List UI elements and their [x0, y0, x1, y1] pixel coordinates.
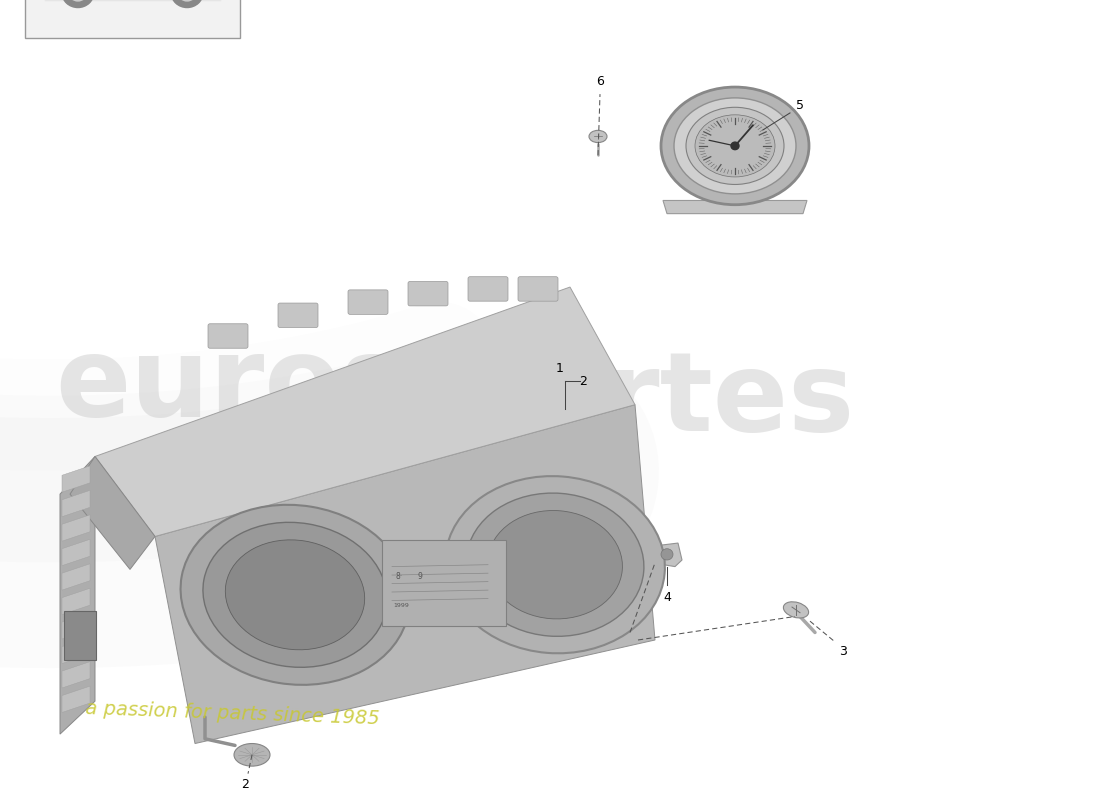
- Polygon shape: [62, 613, 90, 639]
- Polygon shape: [652, 543, 682, 566]
- Text: 9: 9: [418, 572, 422, 581]
- Text: 8·: 8·: [395, 572, 403, 581]
- FancyBboxPatch shape: [382, 540, 506, 626]
- Ellipse shape: [466, 493, 644, 636]
- Text: 1: 1: [557, 362, 564, 375]
- Ellipse shape: [226, 540, 365, 650]
- FancyBboxPatch shape: [518, 277, 558, 301]
- Polygon shape: [62, 662, 90, 688]
- FancyBboxPatch shape: [208, 324, 248, 348]
- Polygon shape: [62, 564, 90, 590]
- Circle shape: [661, 549, 673, 560]
- Polygon shape: [62, 515, 90, 541]
- FancyBboxPatch shape: [278, 303, 318, 327]
- Ellipse shape: [588, 130, 607, 142]
- Polygon shape: [62, 686, 90, 713]
- Ellipse shape: [661, 87, 808, 205]
- Text: 2: 2: [241, 778, 249, 791]
- FancyBboxPatch shape: [64, 611, 96, 660]
- Ellipse shape: [783, 602, 808, 618]
- Polygon shape: [62, 539, 90, 566]
- Text: 1999: 1999: [393, 603, 409, 608]
- Text: euros: euros: [55, 332, 407, 439]
- Polygon shape: [62, 637, 90, 663]
- Text: 3: 3: [839, 645, 847, 658]
- Ellipse shape: [487, 510, 623, 619]
- Ellipse shape: [686, 107, 784, 185]
- Circle shape: [69, 0, 87, 1]
- Ellipse shape: [446, 476, 664, 654]
- FancyBboxPatch shape: [408, 282, 448, 306]
- Text: 5: 5: [796, 99, 804, 112]
- FancyBboxPatch shape: [468, 277, 508, 301]
- Polygon shape: [70, 457, 155, 570]
- Circle shape: [732, 142, 739, 150]
- Ellipse shape: [234, 743, 270, 766]
- Polygon shape: [155, 405, 654, 743]
- Text: p@rtes: p@rtes: [415, 346, 856, 454]
- Polygon shape: [60, 457, 95, 734]
- Circle shape: [62, 0, 94, 7]
- Text: 6: 6: [596, 75, 604, 88]
- Text: a passion for parts since 1985: a passion for parts since 1985: [85, 698, 379, 728]
- Polygon shape: [62, 588, 90, 614]
- Polygon shape: [62, 466, 90, 492]
- Text: 4: 4: [663, 591, 671, 604]
- Text: 2: 2: [579, 374, 587, 388]
- FancyBboxPatch shape: [25, 0, 240, 38]
- Ellipse shape: [674, 98, 796, 194]
- Circle shape: [178, 0, 196, 1]
- Circle shape: [172, 0, 204, 7]
- Polygon shape: [663, 201, 807, 214]
- Ellipse shape: [180, 505, 409, 685]
- FancyBboxPatch shape: [348, 290, 388, 314]
- Ellipse shape: [202, 522, 387, 667]
- Ellipse shape: [695, 115, 776, 177]
- Polygon shape: [62, 490, 90, 517]
- Polygon shape: [95, 287, 635, 537]
